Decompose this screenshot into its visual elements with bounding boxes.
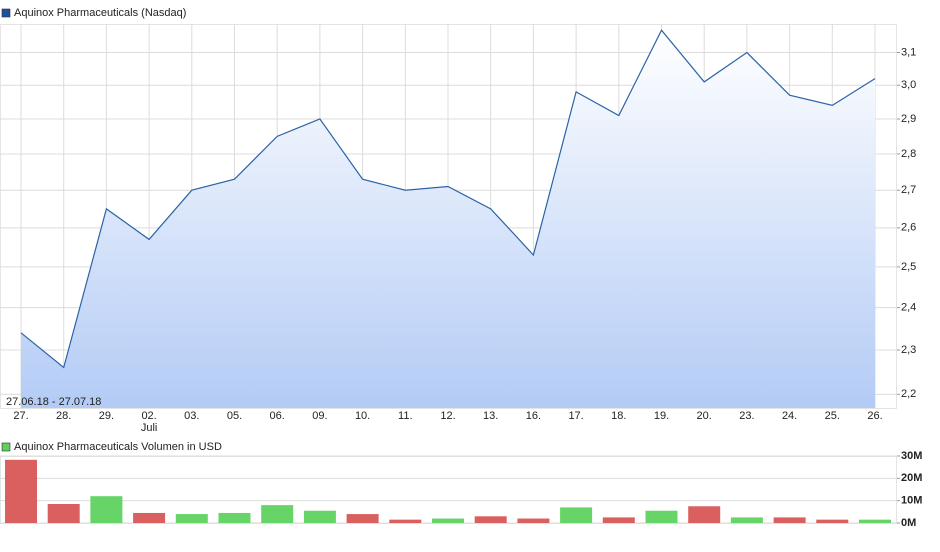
x-tick-label: 12. [440,410,455,422]
y-tick-label: 2,5 [901,261,916,273]
x-tick-label: 16. [526,410,541,422]
volume-bar [218,512,251,523]
volume-bar [773,517,806,523]
y-tick-label: 2,6 [901,222,916,234]
y-tick-label: 2,2 [901,388,916,400]
x-tick-label: 26. [867,410,882,422]
x-tick-label: 11. [398,410,412,422]
y-tick-label: 3,0 [901,79,916,91]
y-tick-label: 0M [901,517,916,529]
volume-bar [560,507,593,523]
x-tick-label: 23. [739,410,754,422]
x-tick-label: 05. [227,410,242,422]
volume-bar [859,519,891,523]
y-tick-label: 3,1 [901,46,916,58]
volume-bar [645,510,678,523]
y-tick-label: 2,4 [901,302,916,314]
chart-title: Aquinox Pharmaceuticals Volumen in USD [14,441,222,453]
y-tick-label: 2,3 [901,344,916,356]
x-tick-label: 06. [270,410,285,422]
volume-bar [602,517,635,523]
volume-bar [688,506,721,523]
x-sublabel: Juli [141,422,158,434]
x-tick-label: 18. [611,410,626,422]
chart-title: Aquinox Pharmaceuticals (Nasdaq) [14,7,186,19]
volume-bar [517,518,550,523]
x-tick-label: 28. [56,410,71,422]
x-tick-label: 25. [825,410,840,422]
x-tick-label: 24. [782,410,797,422]
y-tick-label: 20M [901,472,922,484]
x-tick-label: 03. [184,410,199,422]
volume-bar [261,505,294,523]
y-tick-label: 2,8 [901,148,916,160]
x-tick-label: 09. [312,410,327,422]
volume-bar [474,516,507,523]
volume-bar [133,512,166,523]
price-line [20,29,876,369]
x-tick-label: 10. [355,410,370,422]
y-tick-label: 30M [901,450,922,462]
volume-bar [5,459,37,523]
x-tick-label: 19. [654,410,669,422]
y-tick-label: 2,9 [901,113,916,125]
volume-bar [816,519,849,523]
area [21,30,875,408]
x-tick-label: 29. [99,410,114,422]
y-tick-label: 2,7 [901,184,916,196]
x-tick-label: 02. [141,410,156,422]
y-tick-label: 10M [901,495,922,507]
legend-icon [1,442,11,452]
volume-bar [303,510,336,523]
volume-bar [346,514,379,523]
x-tick-label: 20. [697,410,712,422]
x-tick-label: 17. [568,410,583,422]
volume-bar [47,504,80,523]
volume-bar [389,519,422,523]
volume-bar [432,518,464,523]
volume-bar [90,496,123,523]
x-tick-label: 27. [13,410,28,422]
x-tick-label: 13. [483,410,498,422]
volume-bar [730,517,763,523]
legend-icon [1,8,11,18]
volume-bar [175,514,208,523]
date-range: 27.06.18 - 27.07.18 [6,396,101,408]
